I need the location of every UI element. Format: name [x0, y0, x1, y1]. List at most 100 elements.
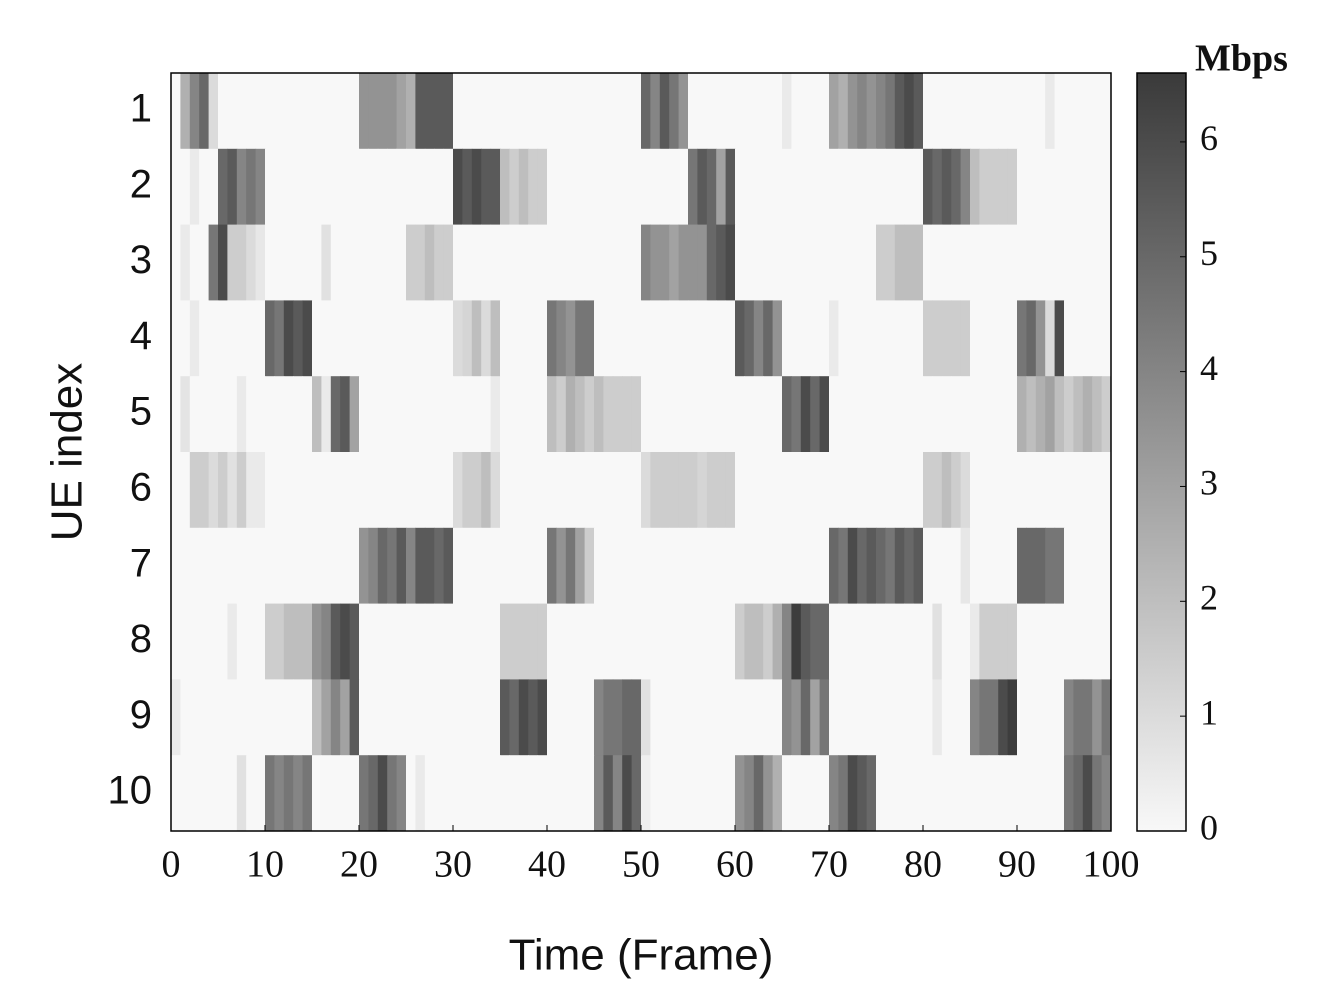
heat-cell — [603, 224, 614, 301]
heat-cell — [716, 452, 727, 529]
heat-cell — [622, 755, 633, 832]
heat-cell — [603, 376, 614, 453]
heat-cell — [171, 300, 181, 377]
heat-cell — [876, 73, 886, 150]
heat-cell — [725, 679, 736, 756]
heat-cell — [293, 376, 304, 453]
heat-cell — [735, 603, 745, 680]
heat-cell — [1007, 148, 1018, 226]
heat-cell — [688, 603, 698, 680]
heat-cell — [443, 148, 454, 226]
heat-cell — [641, 376, 651, 453]
heat-cell — [1092, 224, 1103, 301]
heat-cell — [481, 148, 492, 226]
heat-cell — [565, 376, 576, 453]
heat-cell — [706, 755, 717, 832]
heat-cell — [594, 148, 604, 226]
heat-cell — [697, 603, 708, 680]
heat-cell — [857, 527, 868, 605]
heat-cell — [406, 224, 416, 301]
heat-cell — [838, 452, 849, 529]
heat-cell — [415, 73, 426, 150]
heat-cell — [612, 527, 623, 605]
heat-cell — [180, 452, 191, 529]
heat-cell — [885, 452, 896, 529]
heat-cell — [659, 376, 670, 453]
heat-cell — [782, 224, 792, 301]
heat-cell — [894, 224, 905, 301]
heatmap-cells — [171, 73, 1112, 832]
heat-cell — [500, 527, 510, 605]
heat-cell — [988, 603, 999, 680]
heat-cell — [791, 224, 802, 301]
heat-cell — [894, 452, 905, 529]
heat-cell — [1045, 452, 1056, 529]
heat-cell — [791, 376, 802, 453]
heat-cell — [932, 452, 943, 529]
heat-cell — [415, 376, 426, 453]
heat-cell — [782, 73, 792, 150]
heat-cell — [1082, 224, 1093, 301]
heat-cell — [622, 73, 633, 150]
heat-cell — [782, 300, 792, 377]
heat-cell — [819, 73, 830, 150]
heat-cell — [706, 376, 717, 453]
heat-cell — [462, 148, 473, 226]
heat-cell — [453, 452, 463, 529]
heat-cell — [866, 603, 877, 680]
heat-cell — [612, 73, 623, 150]
heat-cell — [265, 148, 275, 226]
heat-cell — [697, 527, 708, 605]
heat-cell — [1054, 452, 1065, 529]
heat-cell — [838, 300, 849, 377]
heat-cell — [368, 527, 379, 605]
heat-cell — [396, 148, 407, 226]
heat-cell — [979, 300, 990, 377]
heat-cell — [1092, 452, 1103, 529]
heat-cell — [387, 376, 398, 453]
heat-cell — [1082, 755, 1093, 832]
heat-cell — [481, 679, 492, 756]
heat-cell — [829, 527, 839, 605]
heat-cell — [1007, 452, 1018, 529]
heat-cell — [556, 452, 567, 529]
x-tick-label: 90 — [998, 844, 1036, 886]
heat-cell — [321, 224, 332, 301]
heat-cell — [1054, 527, 1065, 605]
heat-cell — [246, 527, 257, 605]
heat-cell — [265, 603, 275, 680]
heat-cell — [500, 603, 510, 680]
heat-cell — [274, 527, 285, 605]
heat-cell — [753, 452, 764, 529]
heat-cell — [960, 73, 971, 150]
heat-cell — [612, 300, 623, 377]
heat-cell — [1026, 603, 1037, 680]
heat-cell — [659, 73, 670, 150]
colorbar-tick-label: 1 — [1200, 692, 1218, 732]
heat-cell — [537, 73, 548, 150]
heat-cell — [359, 224, 369, 301]
heat-cell — [838, 603, 849, 680]
heat-cell — [744, 679, 755, 756]
heat-cell — [716, 755, 727, 832]
heat-cell — [998, 73, 1009, 150]
heat-cell — [904, 73, 915, 150]
heat-cell — [462, 755, 473, 832]
heat-cell — [876, 527, 886, 605]
heat-cell — [1064, 755, 1074, 832]
heat-cell — [236, 755, 247, 832]
heat-cell — [537, 452, 548, 529]
heat-cell — [227, 224, 238, 301]
heat-cell — [584, 527, 595, 605]
heat-cell — [293, 603, 304, 680]
heat-cell — [246, 73, 257, 150]
heat-cell — [716, 300, 727, 377]
heat-cell — [1045, 73, 1056, 150]
heat-cell — [171, 376, 181, 453]
heat-cell — [612, 603, 623, 680]
heat-cell — [359, 73, 369, 150]
heat-cell — [829, 148, 839, 226]
heat-cell — [349, 300, 360, 377]
heat-cell — [1054, 73, 1065, 150]
heat-cell — [218, 679, 228, 756]
